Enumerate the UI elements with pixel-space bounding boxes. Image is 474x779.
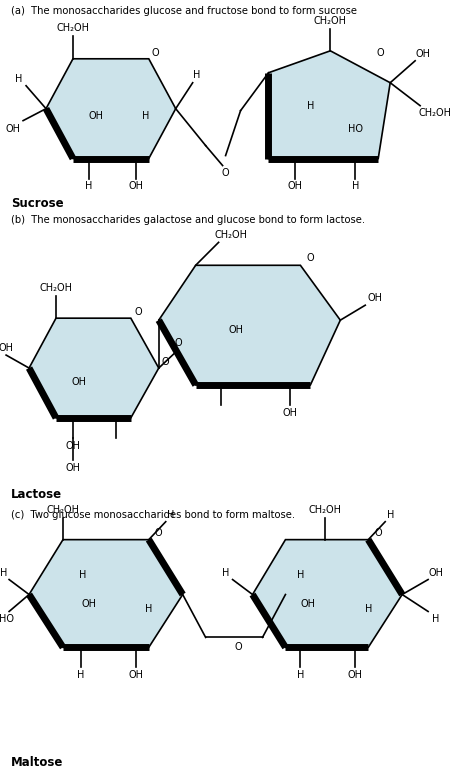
Polygon shape <box>253 540 402 647</box>
Text: CH₂OH: CH₂OH <box>39 284 73 293</box>
Text: OH: OH <box>301 600 316 609</box>
Polygon shape <box>46 58 176 159</box>
Text: O: O <box>222 167 229 178</box>
Text: CH₂OH: CH₂OH <box>214 231 247 241</box>
Text: H: H <box>167 509 174 520</box>
Text: OH: OH <box>0 343 13 353</box>
Polygon shape <box>29 540 182 647</box>
Text: CH₂OH: CH₂OH <box>46 505 80 515</box>
Text: O: O <box>235 643 242 652</box>
Text: H: H <box>352 182 359 192</box>
Text: OH: OH <box>128 670 143 680</box>
Text: OH: OH <box>88 111 103 121</box>
Text: O: O <box>374 527 382 538</box>
Text: H: H <box>297 670 304 680</box>
Text: O: O <box>135 307 143 317</box>
Text: OH: OH <box>283 408 298 418</box>
Text: OH: OH <box>72 377 86 387</box>
Text: H: H <box>297 569 304 580</box>
Polygon shape <box>29 318 159 418</box>
Text: (b)  The monosaccharides galactose and glucose bond to form lactose.: (b) The monosaccharides galactose and gl… <box>11 216 365 225</box>
Polygon shape <box>159 266 340 385</box>
Text: Sucrose: Sucrose <box>11 197 64 210</box>
Text: OH: OH <box>128 182 143 192</box>
Text: OH: OH <box>65 441 81 451</box>
Text: H: H <box>79 569 87 580</box>
Text: H: H <box>77 670 85 680</box>
Text: O: O <box>152 48 160 58</box>
Text: Lactose: Lactose <box>11 488 62 501</box>
Text: H: H <box>193 70 201 79</box>
Text: OH: OH <box>368 293 383 303</box>
Text: H: H <box>365 605 372 615</box>
Text: OH: OH <box>228 325 243 335</box>
Text: H: H <box>85 182 92 192</box>
Text: OH: OH <box>428 568 444 577</box>
Text: O: O <box>162 357 170 367</box>
Text: CH₂OH: CH₂OH <box>56 23 90 33</box>
Text: OH: OH <box>348 670 363 680</box>
Polygon shape <box>268 51 390 159</box>
Text: OH: OH <box>416 49 430 58</box>
Text: O: O <box>307 253 314 263</box>
Text: H: H <box>15 74 23 83</box>
Text: O: O <box>376 48 384 58</box>
Text: H: H <box>307 100 314 111</box>
Text: CH₂OH: CH₂OH <box>309 505 342 515</box>
Text: OH: OH <box>288 182 303 192</box>
Text: H: H <box>142 111 149 121</box>
Text: O: O <box>155 527 163 538</box>
Text: CH₂OH: CH₂OH <box>314 16 347 26</box>
Text: OH: OH <box>6 124 20 134</box>
Text: HO: HO <box>0 615 14 625</box>
Text: (a)  The monosaccharides glucose and fructose bond to form sucrose: (a) The monosaccharides glucose and fruc… <box>11 6 357 16</box>
Text: H: H <box>145 605 153 615</box>
Text: Maltose: Maltose <box>11 756 64 769</box>
Text: H: H <box>432 615 440 625</box>
Text: OH: OH <box>65 463 81 473</box>
Text: (c)  Two glucose monosaccharides bond to form maltose.: (c) Two glucose monosaccharides bond to … <box>11 509 295 520</box>
Text: H: H <box>222 568 229 577</box>
Text: OH: OH <box>82 600 96 609</box>
Text: H: H <box>386 509 394 520</box>
Text: H: H <box>0 568 8 577</box>
Text: CH₂OH: CH₂OH <box>419 108 452 118</box>
Text: O: O <box>175 338 182 348</box>
Text: HO: HO <box>348 124 363 134</box>
